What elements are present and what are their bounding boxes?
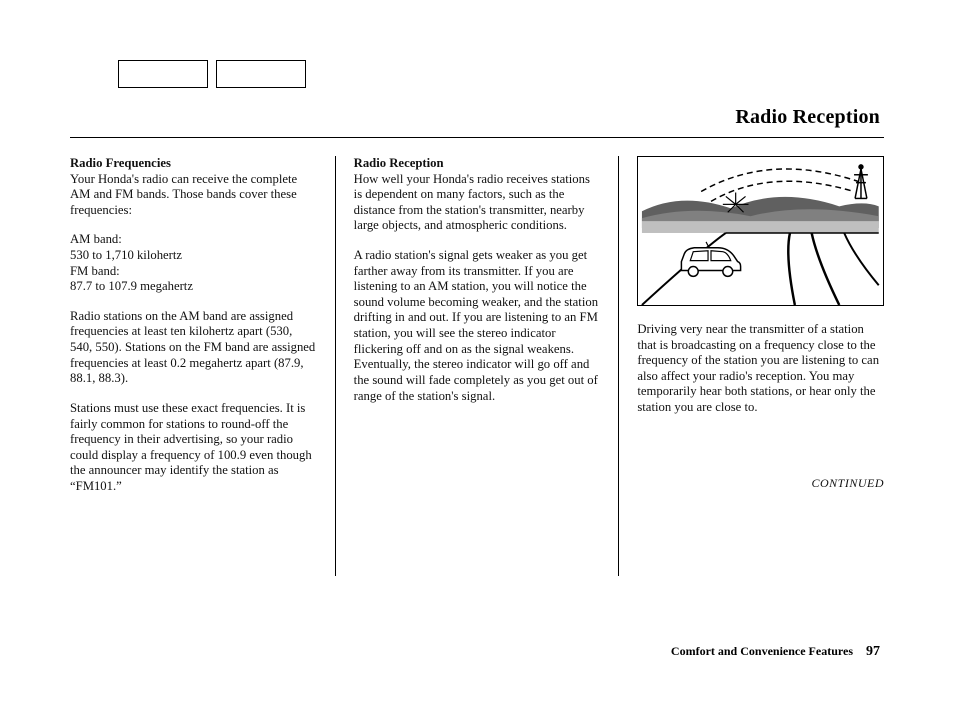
placeholder-box-1 xyxy=(118,60,208,88)
col1-p2-l3: FM band: xyxy=(70,264,120,278)
col3-p1: Driving very near the transmitter of a s… xyxy=(637,322,884,416)
col1-p2-l4: 87.7 to 107.9 megahertz xyxy=(70,279,193,293)
top-placeholder-boxes xyxy=(118,60,884,88)
footer-section-name: Comfort and Convenience Features xyxy=(671,644,853,658)
radio-reception-illustration xyxy=(638,157,883,305)
col1-block2: AM band: 530 to 1,710 kilohertz FM band:… xyxy=(70,232,317,294)
placeholder-box-2 xyxy=(216,60,306,88)
col2-p1: How well your Honda's radio receives sta… xyxy=(354,172,590,233)
column-1: Radio Frequencies Your Honda's radio can… xyxy=(70,156,335,576)
col1-heading: Radio Frequencies xyxy=(70,156,171,170)
column-2: Radio Reception How well your Honda's ra… xyxy=(335,156,620,576)
column-3: Driving very near the transmitter of a s… xyxy=(619,156,884,576)
page-title: Radio Reception xyxy=(70,106,884,129)
col2-p2: A radio station's signal gets weaker as … xyxy=(354,248,601,404)
col1-p2-l1: AM band: xyxy=(70,232,122,246)
continued-label: CONTINUED xyxy=(637,476,884,491)
col1-p4: Stations must use these exact frequencie… xyxy=(70,401,317,495)
col1-block1: Radio Frequencies Your Honda's radio can… xyxy=(70,156,317,218)
col2-block1: Radio Reception How well your Honda's ra… xyxy=(354,156,601,234)
footer-page-number: 97 xyxy=(866,644,880,659)
col1-p1: Your Honda's radio can receive the compl… xyxy=(70,172,297,217)
page-container: Radio Reception Radio Frequencies Your H… xyxy=(0,0,954,710)
title-rule xyxy=(70,137,884,138)
columns: Radio Frequencies Your Honda's radio can… xyxy=(70,156,884,576)
col1-p2-l2: 530 to 1,710 kilohertz xyxy=(70,248,182,262)
col1-p3: Radio stations on the AM band are assign… xyxy=(70,309,317,387)
illustration-frame xyxy=(637,156,884,306)
page-footer: Comfort and Convenience Features 97 xyxy=(671,644,880,660)
col2-heading: Radio Reception xyxy=(354,156,444,170)
